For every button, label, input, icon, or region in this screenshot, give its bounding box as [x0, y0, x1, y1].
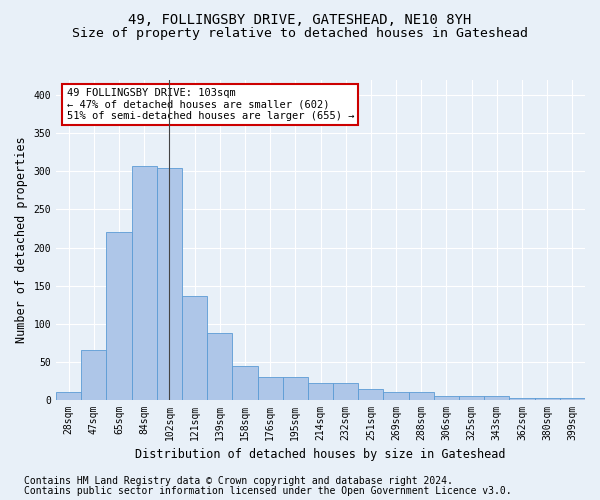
Bar	[56, 392, 81, 400]
Bar	[207, 333, 232, 400]
Text: Size of property relative to detached houses in Gateshead: Size of property relative to detached ho…	[72, 28, 528, 40]
Bar	[81, 350, 106, 400]
Bar	[409, 392, 434, 400]
Text: 49, FOLLINGSBY DRIVE, GATESHEAD, NE10 8YH: 49, FOLLINGSBY DRIVE, GATESHEAD, NE10 8Y…	[128, 12, 472, 26]
Text: Contains HM Land Registry data © Crown copyright and database right 2024.: Contains HM Land Registry data © Crown c…	[24, 476, 453, 486]
Bar	[157, 168, 182, 400]
Bar	[232, 366, 257, 400]
Bar	[308, 383, 333, 400]
Bar	[509, 398, 535, 400]
Text: 49 FOLLINGSBY DRIVE: 103sqm
← 47% of detached houses are smaller (602)
51% of se: 49 FOLLINGSBY DRIVE: 103sqm ← 47% of det…	[67, 88, 354, 121]
Bar	[333, 383, 358, 400]
Bar	[257, 377, 283, 400]
Bar	[106, 232, 131, 400]
X-axis label: Distribution of detached houses by size in Gateshead: Distribution of detached houses by size …	[135, 448, 506, 462]
Text: Contains public sector information licensed under the Open Government Licence v3: Contains public sector information licen…	[24, 486, 512, 496]
Bar	[535, 398, 560, 400]
Bar	[434, 396, 459, 400]
Bar	[182, 296, 207, 400]
Bar	[383, 392, 409, 400]
Bar	[358, 389, 383, 400]
Bar	[459, 396, 484, 400]
Bar	[560, 398, 585, 400]
Bar	[131, 166, 157, 400]
Bar	[283, 377, 308, 400]
Y-axis label: Number of detached properties: Number of detached properties	[15, 136, 28, 344]
Bar	[484, 396, 509, 400]
